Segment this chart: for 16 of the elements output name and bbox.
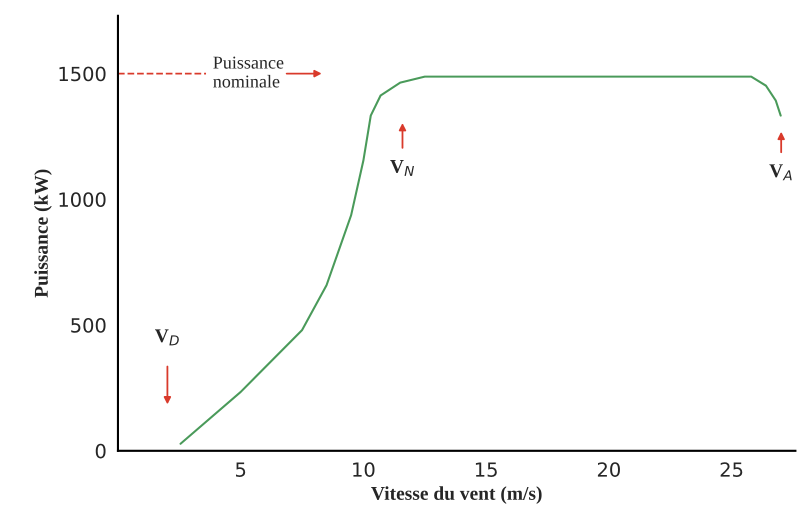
y-tick-label: 0 [96,444,106,458]
annotation: V$_{A}$ [769,164,792,180]
line-series [180,76,782,445]
x-tick-label: 10 [353,462,374,477]
y-tick-label: 500 [71,318,106,333]
ref-line-label: Puissance nominale [213,56,284,88]
x-axis-title: Vitesse du vent (m/s) [371,486,542,504]
y-tick-label: 1000 [59,192,106,207]
x-tick-label: 15 [476,462,497,477]
x-tick-label: 20 [598,462,620,477]
annotation: V$_{D}$ [154,329,179,346]
x-tick-label: 5 [236,462,246,477]
annotation: V$_{N}$ [390,160,414,176]
y-tick-label: 1500 [59,66,106,82]
y-axis-title: Puissance (kW) [34,170,52,298]
x-tick-label: 25 [720,462,742,477]
